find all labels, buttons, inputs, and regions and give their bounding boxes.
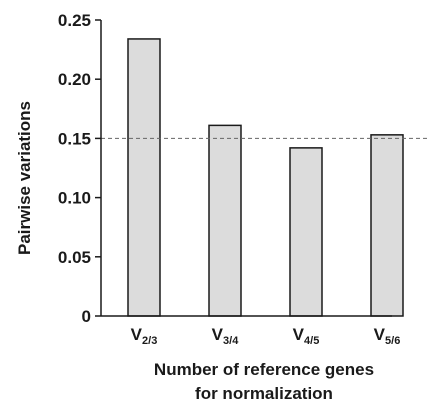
y-tick-label: 0.10 xyxy=(58,189,91,208)
y-axis-title: Pairwise variations xyxy=(15,101,34,255)
x-labels-group: V2/3 V3/4 V4/5 V5/6 xyxy=(131,325,401,347)
y-tick-label: 0.20 xyxy=(58,70,91,89)
x-tick-label: V2/3 xyxy=(131,325,158,347)
bars-group xyxy=(127,38,404,317)
x-axis-title-line-1: Number of reference genes xyxy=(154,360,374,379)
x-tick-label: V5/6 xyxy=(374,325,401,347)
bar-2-3 xyxy=(127,38,161,317)
bar-4-5 xyxy=(289,147,323,317)
y-tick-label: 0.05 xyxy=(58,248,91,267)
x-tick-label: V4/5 xyxy=(293,325,320,347)
y-tick-label: 0.15 xyxy=(58,129,91,148)
x-tick-label: V3/4 xyxy=(212,325,240,347)
y-tick-label: 0.25 xyxy=(58,11,91,30)
y-tick-label: 0 xyxy=(82,307,91,326)
y-ticks-group: 0 0.05 0.10 0.15 0.20 0.25 xyxy=(58,11,101,326)
x-axis-title-line-2: for normalization xyxy=(195,384,333,403)
bar-5-6 xyxy=(370,134,404,317)
bar-3-4 xyxy=(208,124,242,317)
